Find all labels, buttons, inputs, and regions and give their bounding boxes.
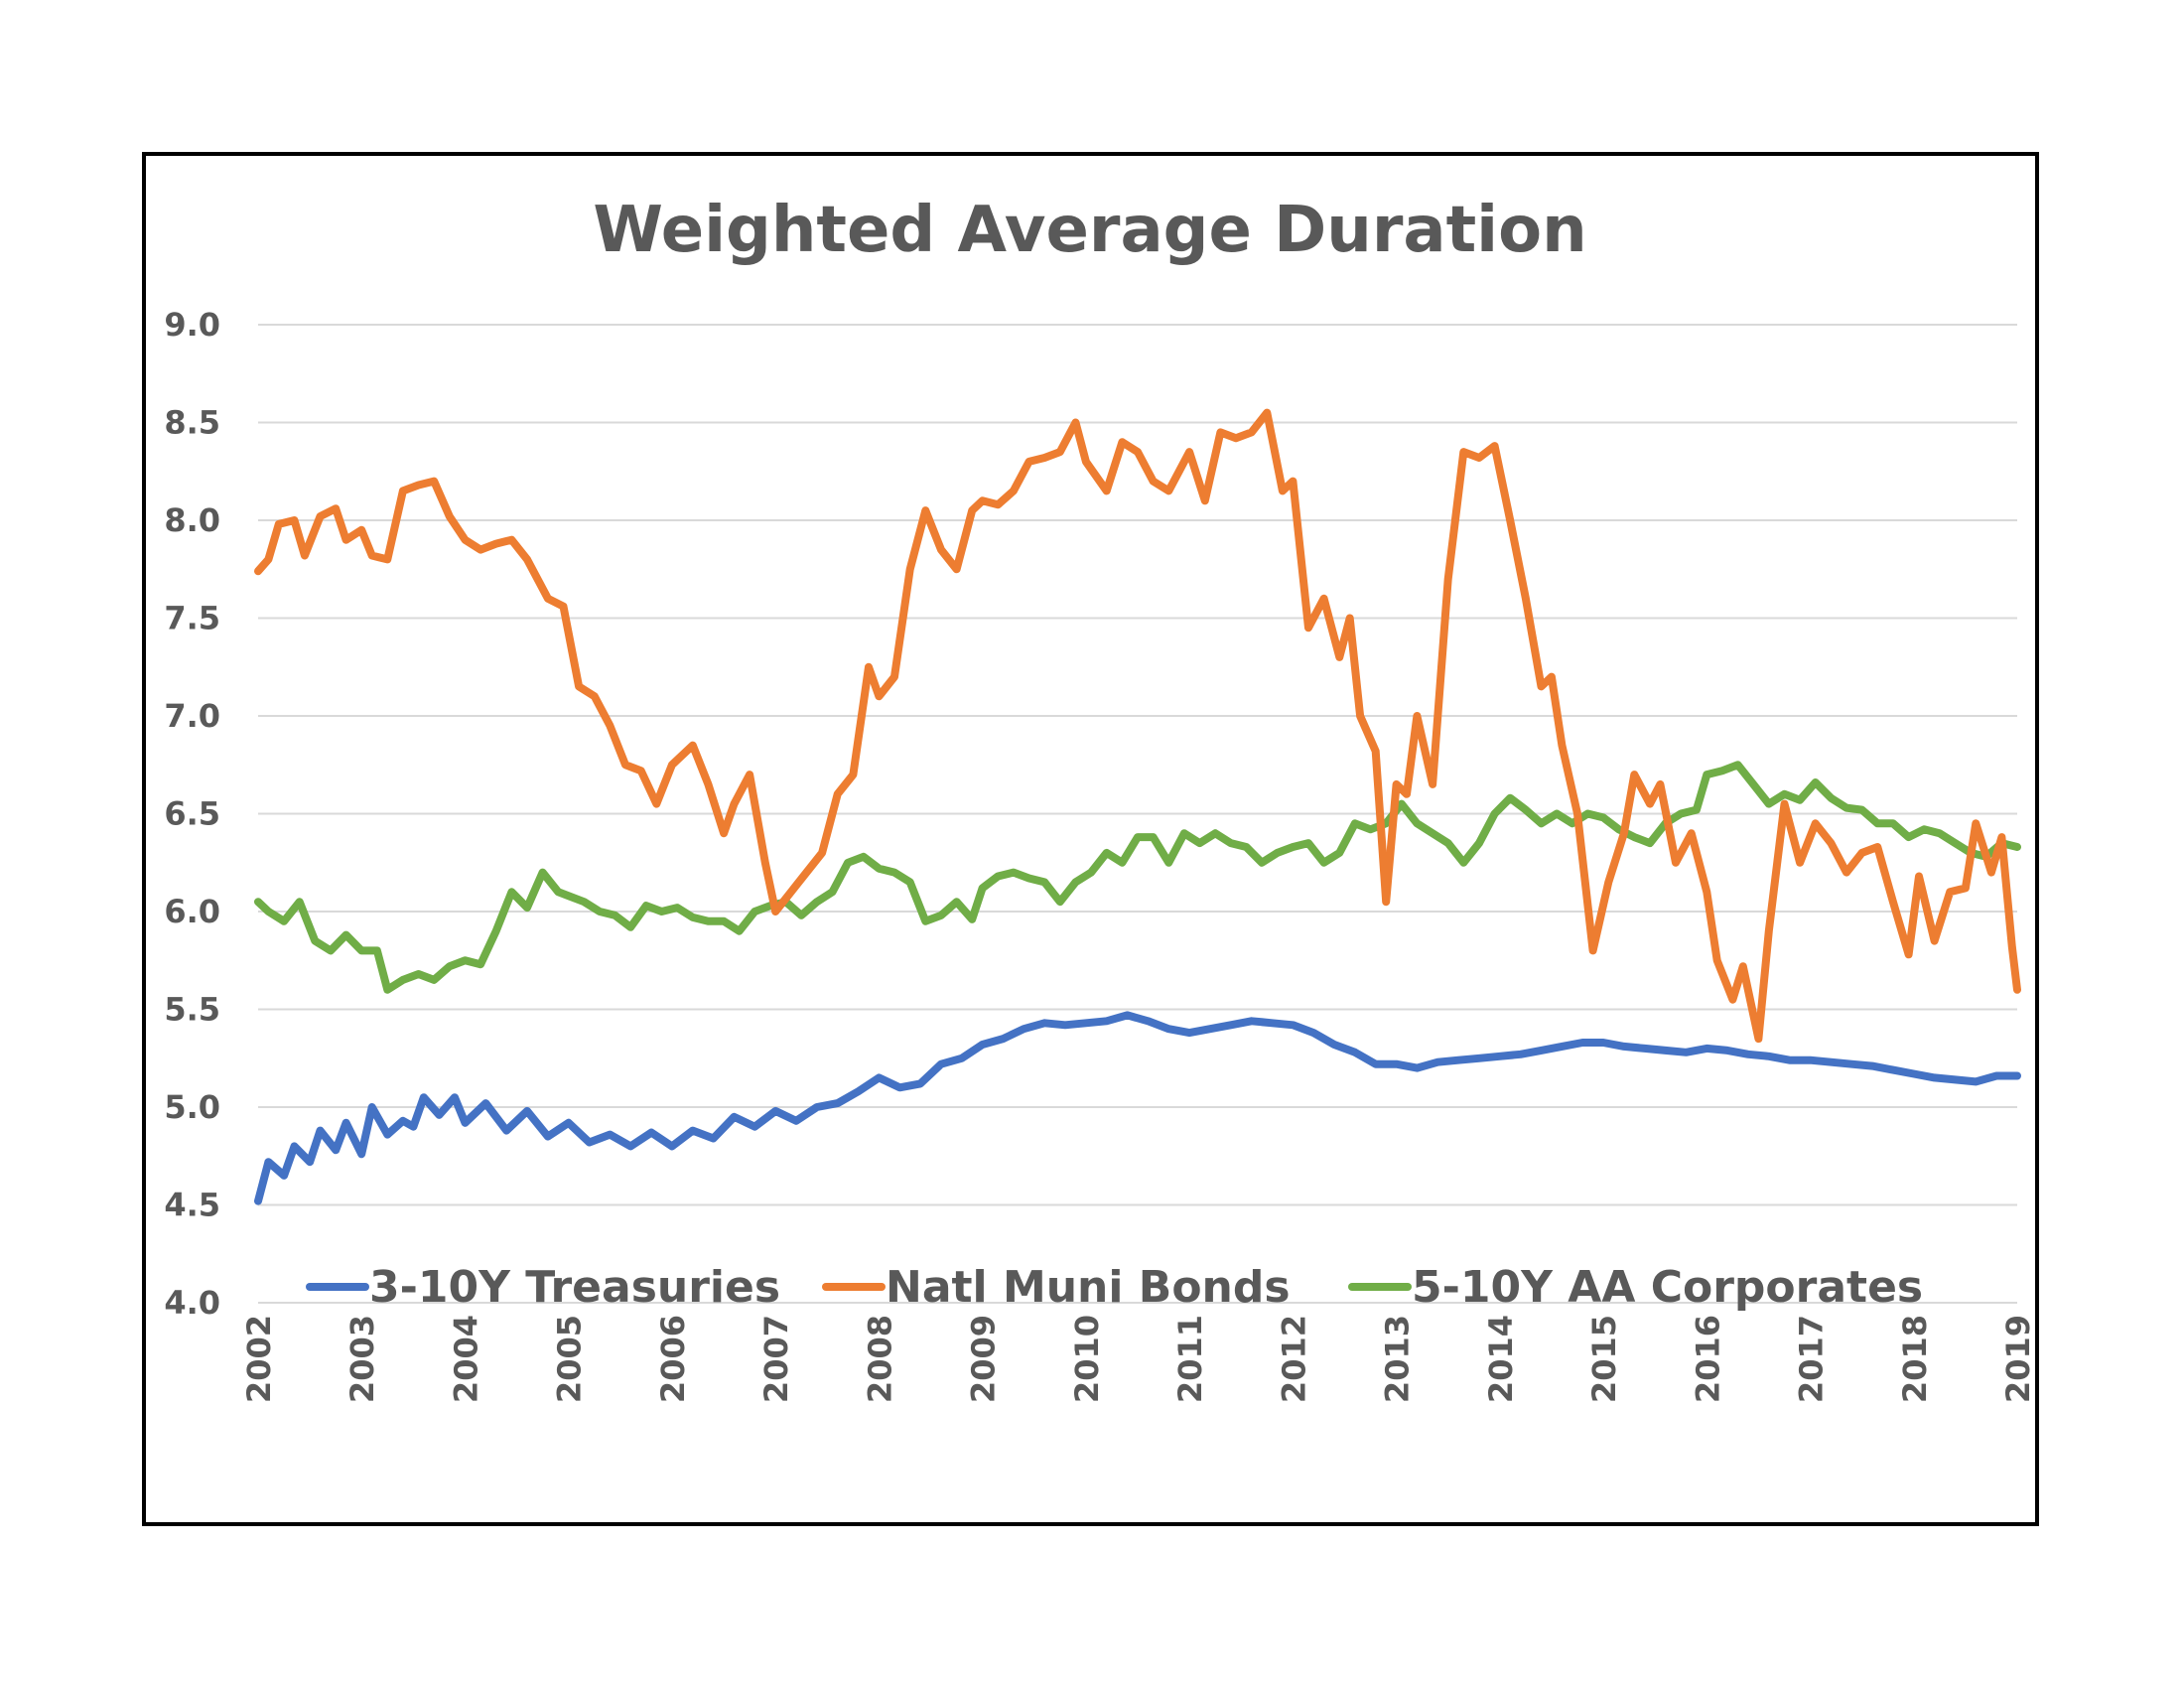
x-tick-label: 2014 <box>1482 1315 1520 1403</box>
y-tick-label: 7.0 <box>164 697 220 735</box>
x-tick-label: 2018 <box>1896 1315 1934 1403</box>
x-tick-label: 2009 <box>965 1315 1003 1403</box>
gridlines <box>258 324 2017 1304</box>
series-line-1 <box>254 408 2021 1044</box>
x-tick-label: 2015 <box>1585 1315 1623 1403</box>
series-lines <box>254 408 2021 1205</box>
y-tick-label: 8.0 <box>164 501 220 539</box>
x-tick-label: 2008 <box>861 1315 898 1403</box>
legend-label: 3-10Y Treasuries <box>369 1262 780 1313</box>
y-tick-label: 6.0 <box>164 893 220 930</box>
x-tick-label: 2012 <box>1275 1315 1312 1403</box>
x-tick-label: 2003 <box>343 1315 381 1403</box>
chart-title: Weighted Average Duration <box>593 194 1586 267</box>
y-tick-label: 6.5 <box>164 795 220 833</box>
series-line-2 <box>254 761 2021 994</box>
y-tick-label: 4.5 <box>164 1187 220 1224</box>
series-line-0 <box>254 1011 2021 1205</box>
y-tick-label: 7.5 <box>164 600 220 637</box>
x-tick-label: 2013 <box>1379 1315 1417 1403</box>
chart-frame: Weighted Average Duration 4.0 4.5 5.0 5.5 6.… <box>142 152 2039 1526</box>
y-tick-label: 9.0 <box>164 306 220 344</box>
x-tick-label: 2011 <box>1171 1315 1209 1403</box>
x-tick-label: 2010 <box>1068 1315 1106 1403</box>
y-tick-label: 4.0 <box>164 1284 220 1322</box>
x-axis-ticks: 2002 2003 2004 2005 2006 2007 2008 2009 2010 2011… <box>240 1315 2035 1403</box>
legend: 3-10Y Treasuries Natl Muni Bonds 5-10Y AA … <box>306 1262 1923 1313</box>
x-tick-label: 2019 <box>1999 1315 2035 1403</box>
x-tick-label: 2017 <box>1793 1315 1831 1403</box>
x-tick-label: 2016 <box>1689 1315 1726 1403</box>
legend-label: 5-10Y AA Corporates <box>1412 1262 1923 1313</box>
y-tick-label: 5.5 <box>164 991 220 1029</box>
y-tick-label: 8.5 <box>164 404 220 442</box>
legend-label: Natl Muni Bonds <box>886 1262 1291 1313</box>
x-tick-label: 2002 <box>240 1315 278 1403</box>
line-chart: Weighted Average Duration 4.0 4.5 5.0 5.5 6.… <box>164 194 2035 1403</box>
y-axis-ticks: 4.0 4.5 5.0 5.5 6.0 6.5 7.0 7.5 8.0 8.5 9.0 <box>164 306 220 1322</box>
x-tick-label: 2005 <box>551 1315 589 1403</box>
x-tick-label: 2007 <box>757 1315 795 1403</box>
y-tick-label: 5.0 <box>164 1088 220 1126</box>
x-tick-label: 2004 <box>447 1315 484 1403</box>
x-tick-label: 2006 <box>654 1315 692 1403</box>
